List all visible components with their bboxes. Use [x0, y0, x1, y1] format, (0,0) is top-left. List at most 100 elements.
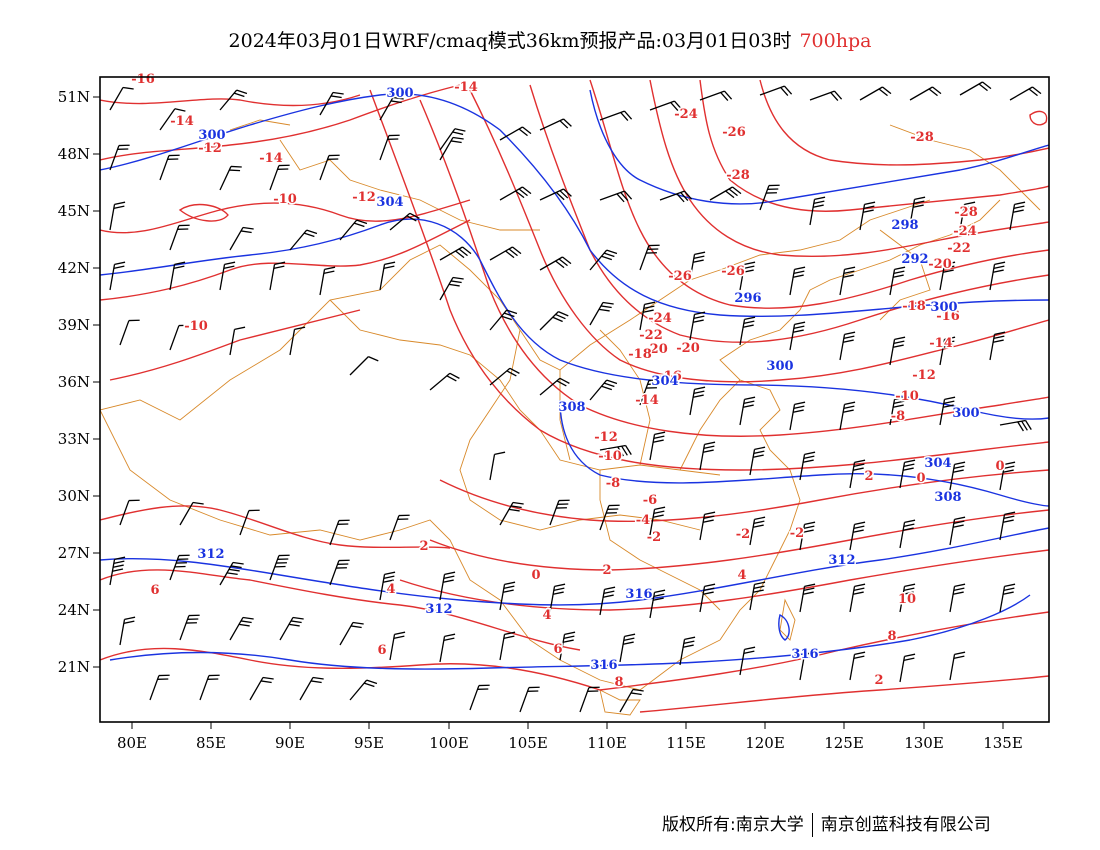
- wind-barb: [179, 501, 204, 526]
- wind-barb: [319, 154, 340, 181]
- temperature-label: -26: [722, 125, 746, 140]
- wind-barb: [349, 679, 378, 701]
- wind-barb: [759, 184, 780, 211]
- y-tick-label: 24N: [58, 601, 90, 619]
- wind-barb: [849, 651, 866, 681]
- temperature-label: 2: [874, 673, 883, 688]
- geopotential-isoline: [559, 399, 1049, 507]
- wind-barb: [539, 188, 572, 201]
- wind-barb: [789, 321, 806, 351]
- copyright-footer: 版权所有:南京大学 南京创蓝科技有限公司: [662, 810, 991, 837]
- temperature-label: -18: [902, 299, 926, 314]
- wind-barb: [219, 561, 244, 586]
- wind-barb: [219, 165, 242, 191]
- geopotential-label: 304: [376, 195, 403, 210]
- wind-barb: [949, 461, 966, 491]
- wind-barb: [689, 311, 706, 341]
- copyright-left: 版权所有:南京大学: [662, 815, 804, 835]
- temperature-isotherm: [439, 469, 1049, 522]
- temperature-label: 6: [150, 583, 159, 598]
- temperature-label: 0: [531, 568, 540, 583]
- wind-barb: [379, 134, 400, 161]
- wind-barb: [319, 91, 344, 116]
- geopotential-label: 300: [198, 128, 225, 143]
- temperature-isotherm: [178, 203, 229, 222]
- temperature-label: 6: [553, 642, 562, 657]
- temperature-label: 8: [887, 629, 896, 644]
- wind-barb: [649, 100, 683, 111]
- border-line: [879, 229, 931, 321]
- geopotential-isoline: [100, 218, 1049, 420]
- wind-barb: [649, 506, 666, 536]
- wind-barb: [679, 636, 696, 666]
- wind-barb: [1009, 201, 1026, 231]
- wind-barb: [109, 201, 126, 231]
- border-line: [559, 370, 571, 461]
- wind-barb: [599, 444, 632, 457]
- y-tick-label: 33N: [58, 430, 90, 448]
- wind-barb: [489, 451, 506, 481]
- temperature-isotherm: [419, 99, 1049, 437]
- temperature-label: -2: [790, 526, 804, 541]
- temperature-label: -26: [668, 269, 692, 284]
- temperature-isotherm: [100, 505, 451, 549]
- wind-barb: [499, 501, 524, 526]
- wind-barb: [539, 311, 569, 331]
- temperature-label: -20: [676, 341, 700, 356]
- geopotential-isoline: [100, 527, 1049, 606]
- wind-barb: [269, 554, 290, 581]
- wind-barb: [749, 516, 766, 546]
- wind-barb: [439, 128, 466, 151]
- temperature-isotherm: [100, 94, 361, 107]
- temperature-label: 10: [898, 592, 916, 607]
- wind-barb: [349, 356, 379, 376]
- border-line: [809, 199, 1001, 291]
- temperature-label: -20: [644, 342, 668, 357]
- x-tick-label: 125E: [824, 734, 864, 752]
- x-tick-label: 85E: [196, 734, 226, 752]
- wind-barb: [589, 249, 618, 271]
- temperature-label: -26: [721, 264, 745, 279]
- geopotential-label: 300: [386, 86, 413, 101]
- wind-barb: [539, 377, 570, 396]
- wind-barb: [849, 459, 866, 489]
- wind-barb: [149, 674, 170, 701]
- wind-barb: [289, 229, 318, 251]
- wind-barb: [739, 316, 756, 346]
- temperature-label: -24: [953, 224, 977, 239]
- wind-barb: [589, 301, 614, 326]
- temperature-label: -22: [639, 328, 663, 343]
- wind-barb: [859, 201, 876, 231]
- wind-barb: [739, 396, 756, 426]
- wind-barb: [889, 336, 906, 366]
- temperature-label: -10: [184, 319, 208, 334]
- wind-barb: [849, 521, 866, 551]
- wind-barb: [749, 581, 766, 611]
- temperature-label: 4: [737, 568, 746, 583]
- wind-barb: [109, 86, 134, 111]
- temperature-isotherm: [100, 84, 461, 161]
- temperature-label: -28: [910, 130, 934, 145]
- temperature-label: 4: [386, 582, 395, 597]
- temperature-label: 0: [916, 471, 925, 486]
- wind-barb: [1009, 86, 1042, 101]
- wind-barb: [599, 504, 620, 531]
- x-tick-label: 120E: [745, 734, 785, 752]
- temperature-label: -10: [273, 192, 297, 207]
- wind-barb: [269, 261, 286, 291]
- wind-barb: [899, 519, 916, 549]
- wind-barb: [439, 136, 464, 161]
- wind-barb: [489, 246, 522, 261]
- wind-barb: [229, 326, 246, 356]
- wind-barb: [999, 461, 1016, 491]
- temperature-label: -14: [635, 393, 659, 408]
- wind-barb: [389, 514, 410, 541]
- wind-barb: [179, 614, 200, 641]
- border-line: [779, 598, 796, 641]
- border-line: [100, 409, 721, 691]
- wind-barb: [939, 396, 956, 426]
- temperature-label: -10: [598, 449, 622, 464]
- geopotential-label: 300: [952, 406, 979, 421]
- border-line: [459, 329, 701, 531]
